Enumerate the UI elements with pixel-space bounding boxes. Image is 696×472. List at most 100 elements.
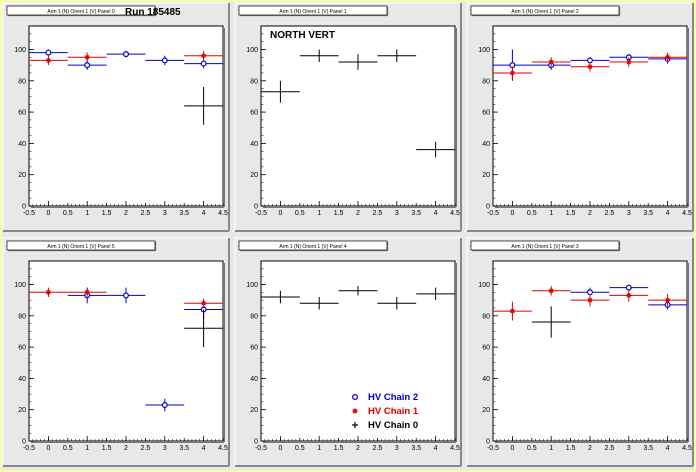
data-point-hv-chain-2 <box>184 58 223 69</box>
legend: HV Chain 2 HV Chain 1 HV Chain 0 <box>352 392 419 431</box>
x-tick-label: 2 <box>356 210 360 217</box>
data-point-hv-chain-2 <box>106 287 146 304</box>
data-point-hv-chain-1 <box>29 55 68 66</box>
star-marker <box>548 59 554 65</box>
star-marker <box>665 55 670 60</box>
panel-title-box: Arm 1 (N) Orient 1 (V) Panel 3 <box>470 240 621 252</box>
star-marker <box>510 308 515 314</box>
y-tick-label: 60 <box>482 345 490 352</box>
y-tick-label: 80 <box>18 78 26 85</box>
x-tick-label: 1.5 <box>566 445 576 452</box>
chart-pad-top-right: Arm 1 (N) Orient 1 (V) Panel 2-0.5 0 0.5 1 1… <box>466 2 694 232</box>
star-marker <box>626 59 632 65</box>
y-tick-label: 100 <box>246 282 258 289</box>
circle-marker <box>84 62 91 69</box>
data-point-hv-chain-0 <box>416 287 455 301</box>
x-tick-label: 4 <box>434 445 438 452</box>
panel-title-box: Arm 1 (N) Orient 1 (V) Panel 4 <box>238 240 389 252</box>
x-tick-label: 2.5 <box>141 445 151 452</box>
panel-title: Arm 1 (N) Orient 1 (V) Panel 1 <box>279 9 346 15</box>
data-point-hv-chain-1 <box>493 66 532 80</box>
x-tick-label: 3.5 <box>179 445 189 452</box>
x-tick-label: 3 <box>395 210 399 217</box>
panel-title-box: Arm 1 (N) Orient 1 (V) Panel 5 <box>6 240 157 252</box>
x-tick-label: 2 <box>124 210 128 217</box>
circle-marker <box>45 49 52 56</box>
circle-marker <box>122 292 129 299</box>
star-marker <box>587 64 593 69</box>
legend-circle-marker <box>352 394 359 401</box>
chart-pad-bottom-right: Arm 1 (N) Orient 1 (V) Panel 3-0.5 0 0.5 1 1… <box>466 237 694 467</box>
legend-entry-hv-chain-1: HV Chain 1 <box>352 406 419 417</box>
data-point-hv-chain-1 <box>648 52 687 62</box>
plot-area <box>260 25 456 207</box>
y-tick-label: 80 <box>482 313 490 320</box>
star-marker <box>201 301 206 306</box>
data-point-hv-chain-0 <box>299 297 339 310</box>
x-tick-label: 3.5 <box>643 445 653 452</box>
star-marker <box>510 70 515 76</box>
y-tick-label: 100 <box>478 47 490 54</box>
data-point-hv-chain-0 <box>338 54 378 70</box>
legend-entry-hv-chain-0: HV Chain 0 <box>352 420 418 431</box>
data-point-hv-chain-0 <box>416 141 455 158</box>
y-tick-label: 20 <box>482 172 490 179</box>
panel-title: Arm 1 (N) Orient 1 (V) Panel 5 <box>47 244 114 250</box>
legend-entry-hv-chain-2: HV Chain 2 <box>352 392 418 403</box>
plot-area <box>492 25 688 207</box>
data-point-hv-chain-1 <box>609 57 649 67</box>
circle-marker <box>122 51 129 58</box>
y-tick-label: 100 <box>246 47 258 54</box>
x-tick-label: 2.5 <box>605 210 615 217</box>
y-tick-label: 80 <box>250 78 258 85</box>
x-tick-label: 1.5 <box>334 210 344 217</box>
data-point-hv-chain-1 <box>29 287 68 297</box>
legend-star-marker <box>352 408 358 414</box>
x-tick-label: 2 <box>124 445 128 452</box>
panels-group: Arm 1 (N) Orient 1 (V) Panel 0 -0.5 0 0.5 1 1… <box>2 2 694 467</box>
x-tick-label: 3 <box>627 445 631 452</box>
x-tick-label: 3 <box>163 210 167 217</box>
data-point-hv-chain-1 <box>493 301 532 321</box>
chart-pad-top-center: Arm 1 (N) Orient 1 (V) Panel 1-0.5 0 0.5 1 1… <box>234 2 462 232</box>
legend-label: HV Chain 1 <box>368 406 419 417</box>
chart-pad-bottom-left: Arm 1 (N) Orient 1 (V) Panel 5-0.5 0 0.5 1 1… <box>2 237 230 467</box>
y-tick-label: 0 <box>22 439 26 446</box>
data-point-hv-chain-0 <box>299 49 339 62</box>
x-tick-label: 0 <box>278 210 282 217</box>
data-point-hv-chain-0 <box>261 80 300 103</box>
data-point-hv-chain-0 <box>338 286 378 296</box>
data-point-hv-chain-1 <box>570 62 610 72</box>
circle-marker <box>200 60 207 67</box>
x-tick-label: 4.5 <box>682 445 692 452</box>
x-tick-label: 0 <box>46 210 50 217</box>
y-tick-label: 40 <box>482 376 490 383</box>
panel-title-box: Arm 1 (N) Orient 1 (V) Panel 0 <box>6 5 157 17</box>
data-point-hv-chain-1 <box>570 293 610 307</box>
x-tick-label: 0 <box>278 445 282 452</box>
x-tick-label: 1 <box>549 445 553 452</box>
data-point-hv-chain-0 <box>377 49 417 62</box>
x-tick-label: 2 <box>588 210 592 217</box>
x-tick-label: 4.5 <box>218 210 228 217</box>
y-tick-label: 40 <box>250 376 258 383</box>
chart-pad-bottom-center: Arm 1 (N) Orient 1 (V) Panel 4-0.5 0 0.5 1 1… <box>234 237 462 467</box>
data-point-hv-chain-1 <box>531 57 571 67</box>
y-tick-label: 100 <box>14 282 26 289</box>
data-point-hv-chain-2 <box>145 398 185 412</box>
data-point-hv-chain-1 <box>184 298 223 308</box>
legend-label: HV Chain 0 <box>368 420 418 431</box>
x-tick-label: 4 <box>202 210 206 217</box>
data-point-hv-chain-1 <box>648 293 687 307</box>
circle-marker <box>161 402 168 409</box>
x-tick-label: -0.5 <box>255 445 267 452</box>
x-tick-label: 3.5 <box>643 210 653 217</box>
data-point-hv-chain-1 <box>531 286 571 296</box>
panel-title: Arm 1 (N) Orient 1 (V) Panel 3 <box>511 244 578 250</box>
star-marker <box>548 288 554 293</box>
y-tick-label: 100 <box>14 47 26 54</box>
y-tick-label: 40 <box>482 141 490 148</box>
x-tick-label: 0 <box>510 210 514 217</box>
star-marker <box>587 297 593 303</box>
x-tick-label: 0.5 <box>295 445 305 452</box>
